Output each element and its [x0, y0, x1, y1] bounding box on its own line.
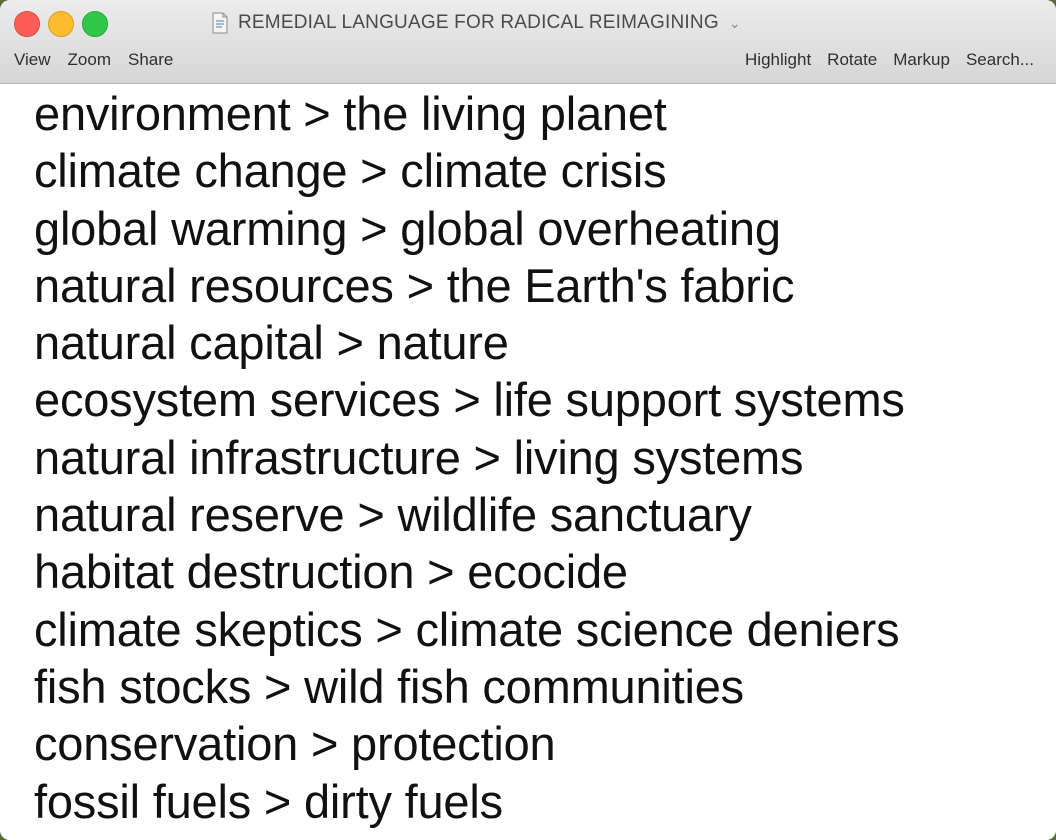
text-line: global warming > global overheating	[34, 201, 781, 255]
text-line: natural reserve > wildlife sanctuary	[34, 488, 752, 542]
text-line: habitat destruction > ecocide	[34, 545, 628, 599]
toolbar-right: Highlight Rotate Markup Search...	[745, 48, 1034, 72]
text-line: climate skeptics > climate science denie…	[34, 602, 900, 656]
text-line: natural resources > the Earth's fabric	[34, 258, 795, 312]
text-line: natural capital > nature	[34, 316, 509, 370]
zoom-window-button[interactable]	[82, 11, 108, 37]
window-title: REMEDIAL LANGUAGE FOR RADICAL REIMAGININ…	[238, 12, 719, 33]
document-icon	[210, 12, 230, 34]
markup-button[interactable]: Markup	[893, 50, 950, 69]
text-line: environment > the living planet	[34, 87, 667, 140]
chevron-down-icon[interactable]: ⌄	[728, 14, 741, 31]
text-line: natural infrastructure > living systems	[34, 430, 804, 484]
share-button[interactable]: Share	[128, 50, 174, 69]
toolbar-left: View Zoom Share	[14, 48, 173, 72]
highlight-button[interactable]: Highlight	[745, 50, 812, 69]
search-button[interactable]: Search...	[965, 50, 1034, 69]
text-line: fossil fuels > dirty fuels	[34, 774, 503, 828]
close-window-button[interactable]	[14, 11, 40, 37]
document-lines: environment > the living planet climate …	[34, 84, 1056, 830]
minimize-window-button[interactable]	[48, 11, 74, 37]
title-bar[interactable]: REMEDIAL LANGUAGE FOR RADICAL REIMAGININ…	[0, 0, 1056, 84]
text-line: fish stocks > wild fish communities	[34, 659, 744, 713]
document-content: environment > the living planet climate …	[0, 84, 1056, 840]
zoom-button[interactable]: Zoom	[67, 50, 112, 69]
text-line: ecosystem services > life support system…	[34, 373, 905, 427]
text-line: climate change > climate crisis	[34, 144, 667, 198]
window-title-group[interactable]: REMEDIAL LANGUAGE FOR RADICAL REIMAGININ…	[210, 8, 741, 38]
text-line: conservation > protection	[34, 717, 556, 771]
view-button[interactable]: View	[14, 50, 51, 69]
rotate-button[interactable]: Rotate	[827, 50, 878, 69]
